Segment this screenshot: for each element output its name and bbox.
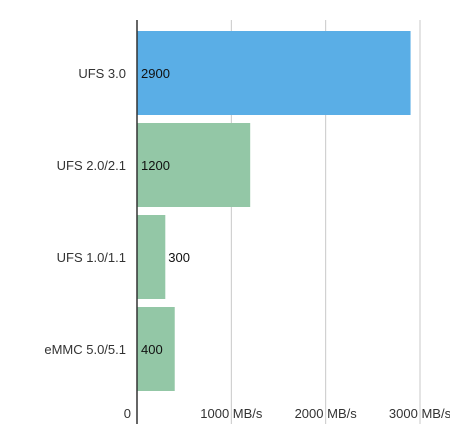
category-label: UFS 2.0/2.1 [57,158,126,173]
category-label: UFS 1.0/1.1 [57,250,126,265]
x-tick-label: 1000 MB/s [200,406,263,421]
x-tick-label: 2000 MB/s [295,406,358,421]
data-label: 400 [141,342,163,357]
bar-2 [137,215,166,299]
data-label: 300 [168,250,190,265]
bar-3 [137,307,175,391]
category-label: eMMC 5.0/5.1 [44,342,126,357]
bar-0 [137,31,411,115]
data-label: 1200 [141,158,170,173]
x-tick-label: 0 [124,406,131,421]
category-label: UFS 3.0 [78,66,126,81]
data-label: 2900 [141,66,170,81]
x-tick-label: 3000 MB/s [389,406,450,421]
bar-1 [137,123,251,207]
